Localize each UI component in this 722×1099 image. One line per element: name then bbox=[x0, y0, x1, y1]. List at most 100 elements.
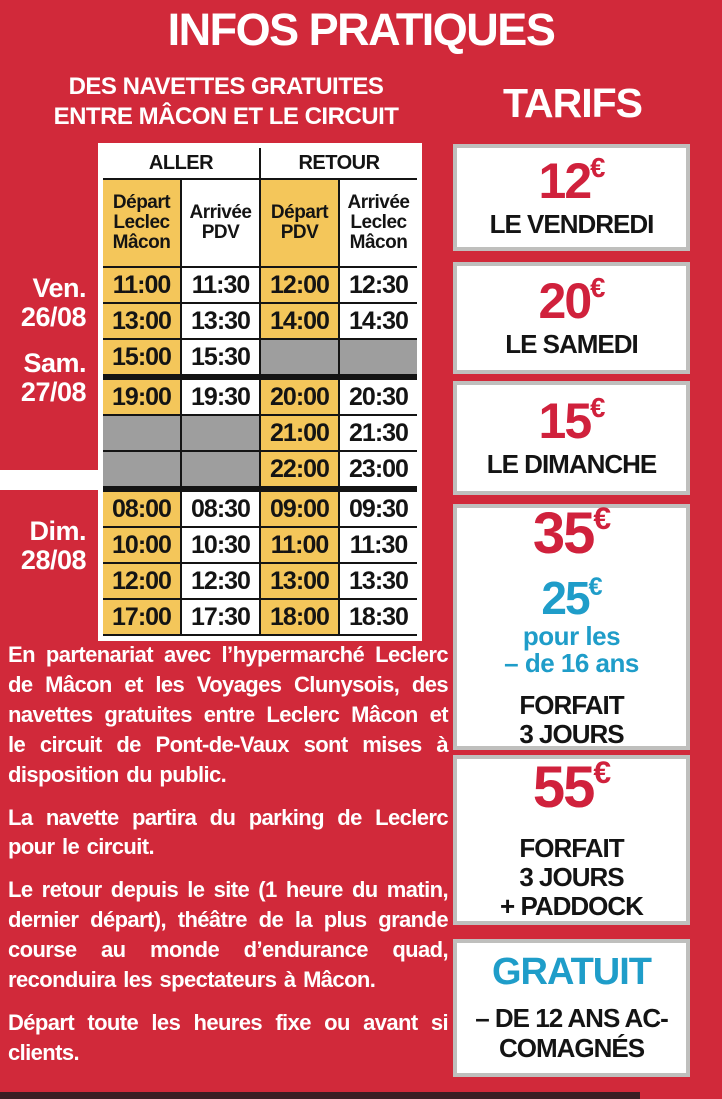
time-cell: 21:00 bbox=[261, 416, 338, 450]
day-label-dimanche: Dim. 28/08 bbox=[0, 516, 87, 575]
empty-time-cell bbox=[182, 416, 259, 450]
tarif-line: 20€ bbox=[538, 272, 606, 330]
tarif-line: 35€ bbox=[532, 499, 611, 567]
page-title: INFOS PRATIQUES bbox=[167, 4, 556, 55]
time-cell: 11:00 bbox=[103, 268, 180, 302]
tarif-line: LE SAMEDI bbox=[505, 329, 639, 360]
tarif-card-samedi: 20€ LE SAMEDI bbox=[453, 262, 690, 374]
tarif-line: 15€ bbox=[538, 392, 606, 450]
time-cell: 09:30 bbox=[340, 492, 417, 526]
tarif-line: FORFAIT bbox=[519, 832, 624, 863]
tarif-line: 12€ bbox=[538, 151, 606, 209]
paragraph: Le retour depuis le site (1 heure du mat… bbox=[8, 877, 449, 993]
column-header-cell: Départ Leclec Mâcon bbox=[103, 180, 180, 266]
column-header-cell: Arrivée Leclec Mâcon bbox=[340, 180, 417, 266]
time-cell: 17:00 bbox=[103, 600, 180, 634]
tarifs-heading: TARIFS bbox=[502, 80, 643, 126]
tarif-card-dimanche: 15€ LE DIMANCHE bbox=[453, 381, 690, 495]
empty-time-cell bbox=[261, 340, 338, 374]
time-cell: 13:00 bbox=[103, 304, 180, 338]
day-date: 27/08 bbox=[20, 376, 87, 407]
day-date: 28/08 bbox=[20, 544, 87, 575]
time-cell: 11:30 bbox=[182, 268, 259, 302]
paragraph: La navette partira du parking de Leclerc… bbox=[8, 804, 449, 860]
time-cell: 17:30 bbox=[182, 600, 259, 634]
time-cell: 08:30 bbox=[182, 492, 259, 526]
timetable-grid: Départ Leclec Mâcon Arrivée PDV Départ PDV… bbox=[103, 178, 417, 636]
tarif-line: 25€ bbox=[541, 572, 603, 625]
day-name: Dim. bbox=[29, 516, 86, 546]
time-cell: 13:30 bbox=[182, 304, 259, 338]
tarif-line: 3 JOURS bbox=[519, 861, 624, 892]
time-cell: 21:30 bbox=[340, 416, 417, 450]
time-cell: 09:00 bbox=[261, 492, 338, 526]
shuttle-info-text: En partenariat avec l’hypermarché Lecler… bbox=[8, 640, 449, 1081]
day-name: Sam. bbox=[23, 348, 86, 378]
tarif-card-forfait-3-jours: 35€ 25€ pour les – de 16 ans FORFAIT 3 JOURS bbox=[453, 499, 690, 750]
time-cell: 19:30 bbox=[182, 380, 259, 414]
timetable-direction-header: ALLER RETOUR bbox=[103, 148, 417, 178]
time-cell: 14:30 bbox=[340, 304, 417, 338]
time-cell: 22:00 bbox=[261, 452, 338, 486]
day-name: Ven. bbox=[32, 273, 86, 303]
bottom-edge-strip bbox=[0, 1092, 640, 1099]
tarif-line: LE VENDREDI bbox=[489, 208, 655, 239]
tarif-line: COMAGNÉS bbox=[498, 1032, 645, 1063]
day-label-samedi: Sam. 27/08 bbox=[0, 348, 87, 407]
time-cell: 12:00 bbox=[261, 268, 338, 302]
group-divider bbox=[103, 376, 417, 378]
time-cell: 15:30 bbox=[182, 340, 259, 374]
direction-header-cell: RETOUR bbox=[298, 152, 380, 174]
tarif-line: 55€ bbox=[532, 753, 611, 820]
shuttle-heading-line1: DES NAVETTES GRATUITES bbox=[68, 73, 384, 100]
time-cell: 15:00 bbox=[103, 340, 180, 374]
day-date: 26/08 bbox=[20, 301, 87, 332]
paragraph: Départ toute les heures fixe ou avant si… bbox=[8, 1009, 449, 1065]
time-cell: 20:00 bbox=[261, 380, 338, 414]
time-cell: 10:00 bbox=[103, 528, 180, 562]
euro-sign: € bbox=[593, 499, 611, 536]
tarif-card-gratuit: GRATUIT – DE 12 ANS AC- COMAGNÉS bbox=[453, 939, 690, 1077]
tarif-line: FORFAIT bbox=[519, 689, 624, 720]
time-cell: 18:00 bbox=[261, 600, 338, 634]
tarif-line: 3 JOURS bbox=[519, 718, 624, 749]
empty-time-cell bbox=[182, 452, 259, 486]
group-divider bbox=[103, 488, 417, 490]
time-cell: 14:00 bbox=[261, 304, 338, 338]
time-cell: 11:00 bbox=[261, 528, 338, 562]
shuttle-heading: DES NAVETTES GRATUITES ENTRE MÂCON ET LE… bbox=[0, 72, 452, 132]
time-cell: 13:30 bbox=[340, 564, 417, 598]
time-cell: 18:30 bbox=[340, 600, 417, 634]
euro-sign: € bbox=[590, 272, 605, 304]
tarif-card-forfait-3-jours-paddock: 55€ FORFAIT 3 JOURS + PADDOCK bbox=[453, 755, 690, 925]
time-cell: 13:00 bbox=[261, 564, 338, 598]
time-cell: 12:30 bbox=[182, 564, 259, 598]
tarif-line: – DE 12 ANS AC- bbox=[475, 1003, 669, 1034]
day-group-separator bbox=[0, 470, 98, 490]
shuttle-heading-line2: ENTRE MÂCON ET LE CIRCUIT bbox=[53, 103, 399, 130]
tarif-line: + PADDOCK bbox=[500, 891, 644, 922]
tarif-line: – de 16 ans bbox=[504, 648, 639, 679]
euro-sign: € bbox=[590, 392, 605, 424]
euro-sign: € bbox=[590, 151, 605, 183]
empty-time-cell bbox=[103, 416, 180, 450]
time-cell: 12:00 bbox=[103, 564, 180, 598]
tarif-line: GRATUIT bbox=[491, 951, 652, 994]
tarif-line: pour les bbox=[522, 621, 621, 652]
euro-sign: € bbox=[593, 753, 611, 790]
euro-sign: € bbox=[588, 572, 603, 601]
time-cell: 10:30 bbox=[182, 528, 259, 562]
time-cell: 20:30 bbox=[340, 380, 417, 414]
shuttle-timetable: ALLER RETOUR Départ Leclec Mâcon Arrivée P… bbox=[98, 143, 422, 641]
day-label-vendredi: Ven. 26/08 bbox=[0, 273, 87, 332]
direction-header-cell: ALLER bbox=[103, 148, 261, 178]
empty-time-cell bbox=[340, 340, 417, 374]
empty-time-cell bbox=[103, 452, 180, 486]
time-cell: 19:00 bbox=[103, 380, 180, 414]
column-header-cell: Départ PDV bbox=[261, 180, 338, 266]
paragraph: En partenariat avec l’hypermarché Lecler… bbox=[8, 642, 449, 787]
time-cell: 12:30 bbox=[340, 268, 417, 302]
tarif-card-vendredi: 12€ LE VENDREDI bbox=[453, 144, 690, 251]
time-cell: 23:00 bbox=[340, 452, 417, 486]
